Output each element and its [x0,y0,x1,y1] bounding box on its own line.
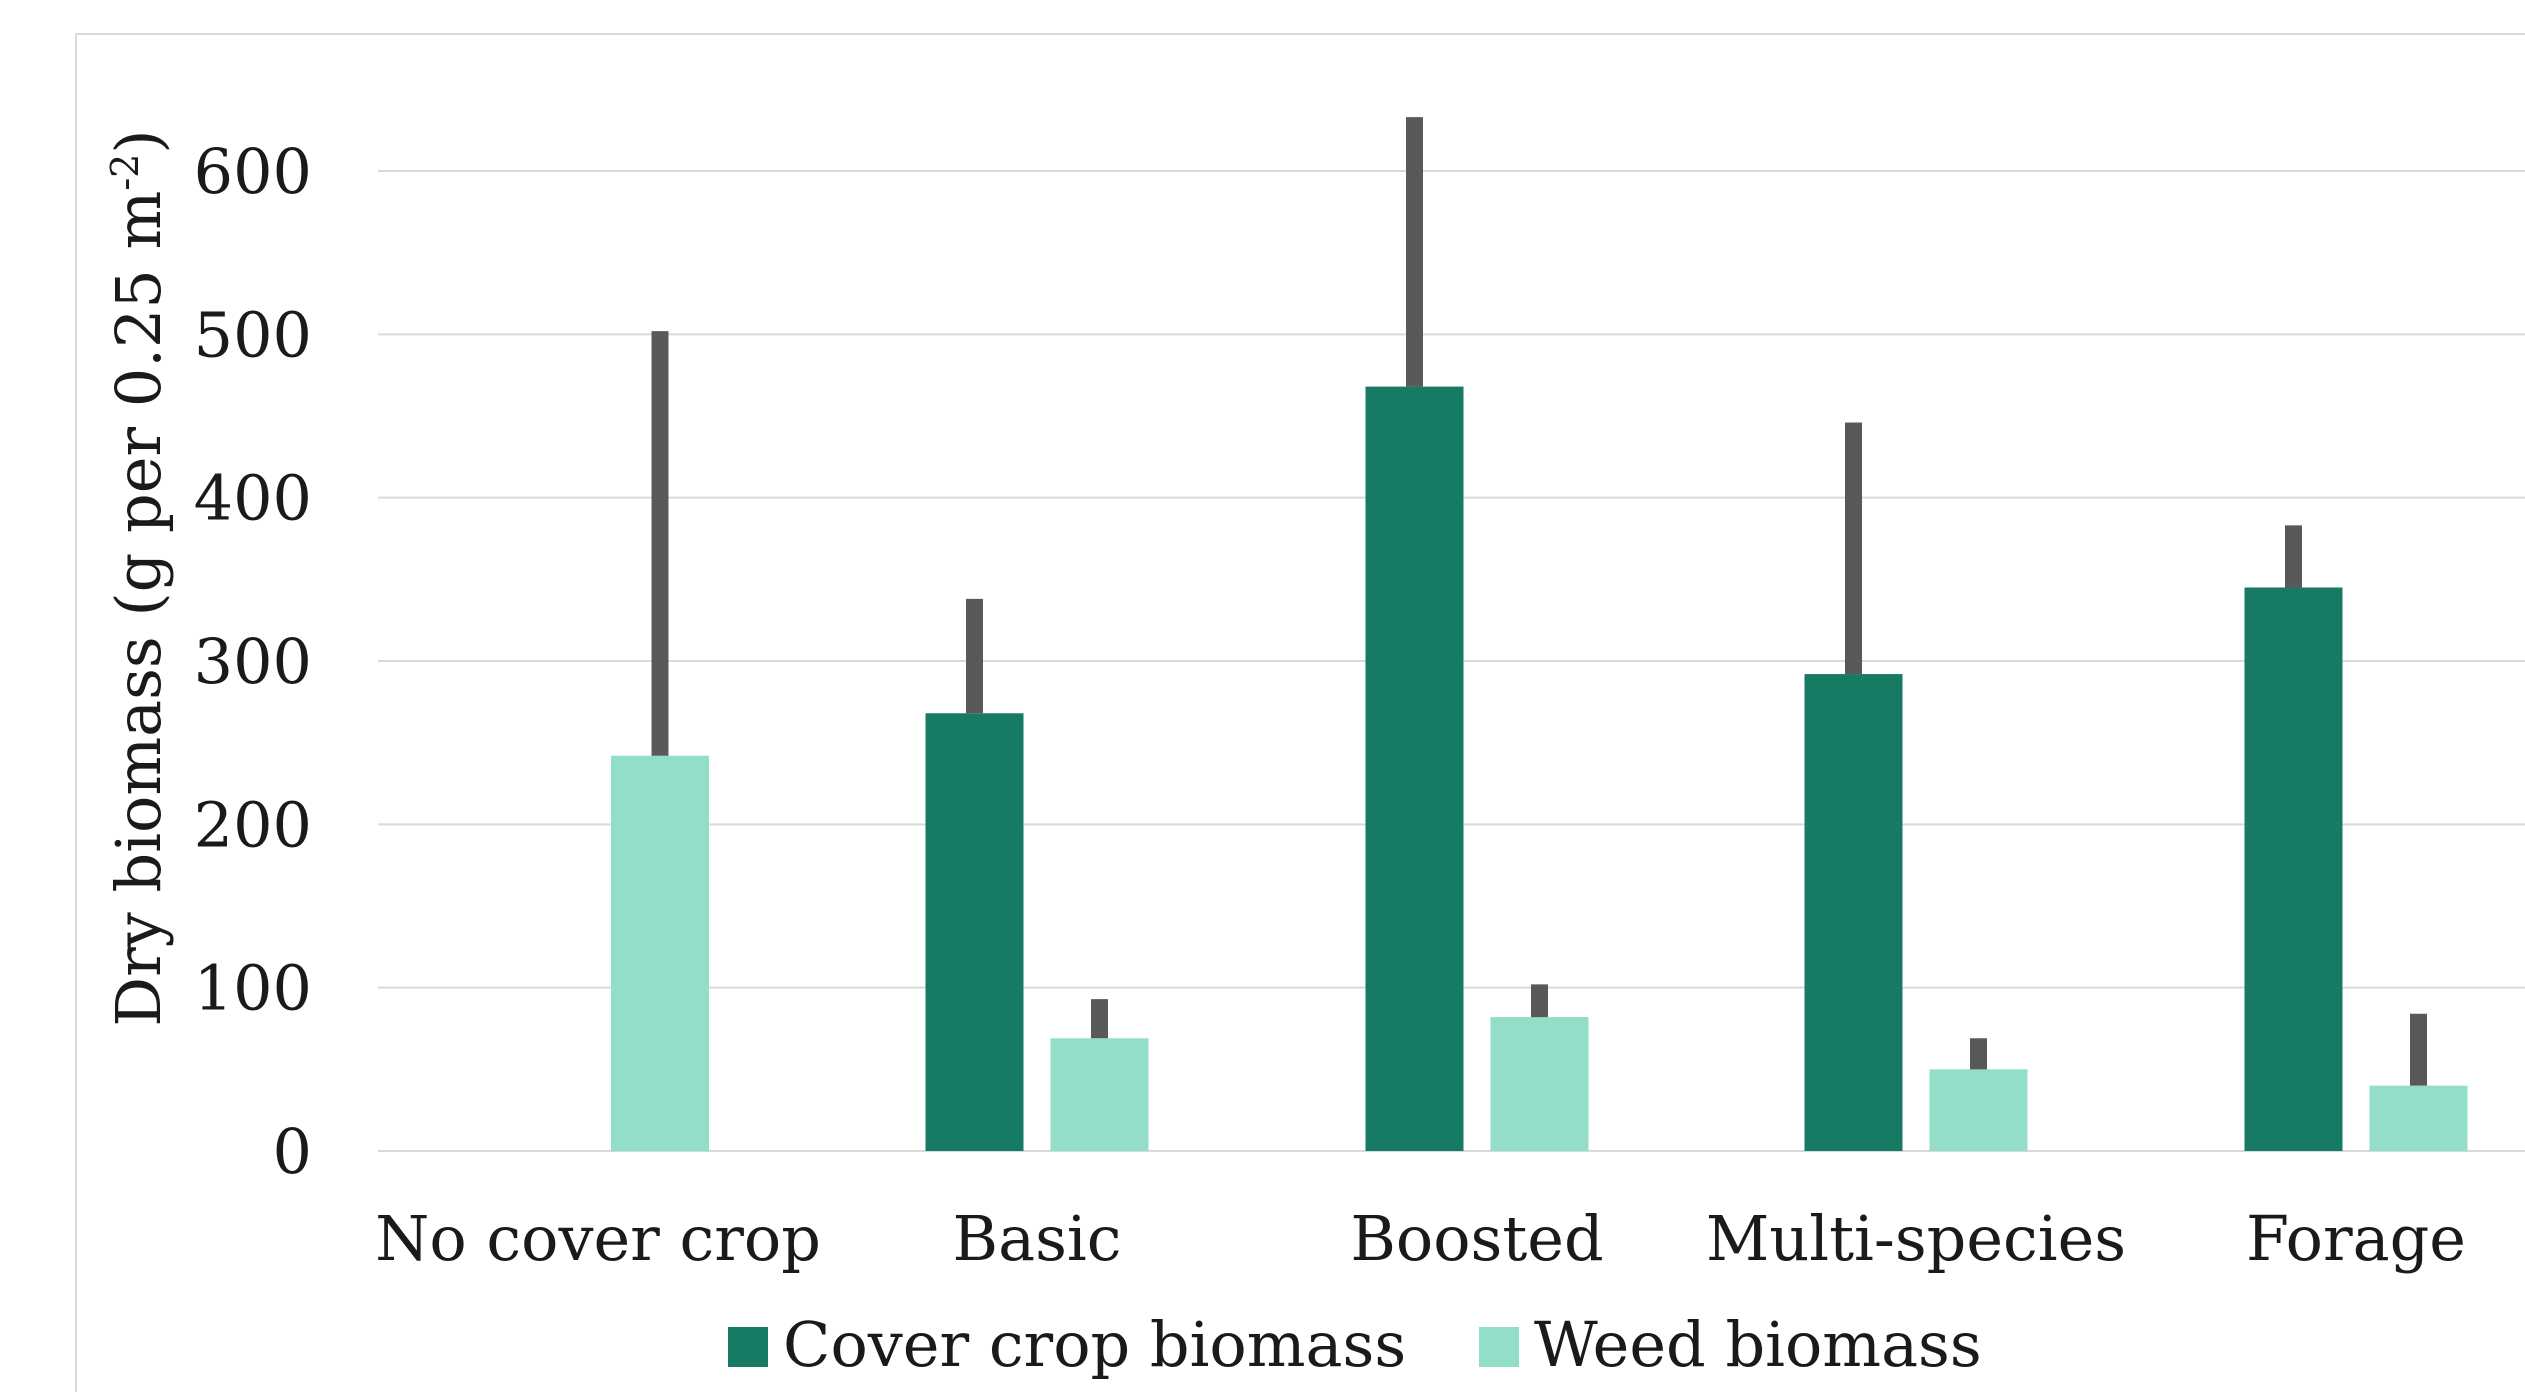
bar-weed-biomass-forage [2369,1085,2468,1151]
y-tick-label-400: 400 [194,462,312,535]
y-axis-ticks: 0 100 200 300 400 500 600 [194,135,312,1188]
legend-swatch-cover-crop-biomass [728,1327,768,1367]
y-tick-label-200: 200 [194,788,312,861]
y-tick-label-300: 300 [194,625,312,698]
x-tick-label-basic: Basic [953,1202,1122,1275]
y-tick-label-500: 500 [194,298,312,371]
x-tick-label-multi-species: Multi-species [1706,1202,2126,1275]
legend-label-cover-crop-biomass: Cover crop biomass [783,1308,1406,1381]
y-axis-label-main: Dry biomass (g per 0.25 m [102,191,175,1027]
x-tick-label-no-cover-crop: No cover crop [375,1202,821,1275]
bar-cover-crop-biomass-basic [925,713,1024,1151]
y-axis-label-superscript: -2 [103,154,147,191]
bar-weed-biomass-basic [1050,1038,1149,1151]
bar-weed-biomass-no-cover-crop [611,755,709,1151]
bar-weed-biomass-boosted [1490,1017,1589,1151]
y-tick-label-100: 100 [194,952,312,1025]
legend: Cover crop biomass Weed biomass [728,1308,1982,1381]
bar-cover-crop-biomass-forage [2244,587,2343,1151]
legend-swatch-weed-biomass [1479,1327,1519,1367]
bar-weed-biomass-multi-species [1929,1069,2028,1151]
x-tick-label-forage: Forage [2246,1202,2466,1275]
y-tick-label-600: 600 [194,135,312,208]
bars [611,386,2468,1152]
x-axis-ticks: No cover crop Basic Boosted Multi-species Fo… [375,1202,2466,1275]
y-axis-label: Dry biomass (g per 0.25 m-2) [102,129,175,1026]
y-tick-label-0: 0 [273,1115,312,1188]
legend-label-weed-biomass: Weed biomass [1534,1308,1982,1381]
chart-border [75,33,2525,1397]
error-bars [651,117,2427,1086]
bar-cover-crop-biomass-multi-species [1804,674,1903,1151]
bar-cover-crop-biomass-boosted [1365,386,1464,1152]
x-tick-label-boosted: Boosted [1350,1202,1603,1275]
y-axis-label-suffix: ) [102,129,175,153]
